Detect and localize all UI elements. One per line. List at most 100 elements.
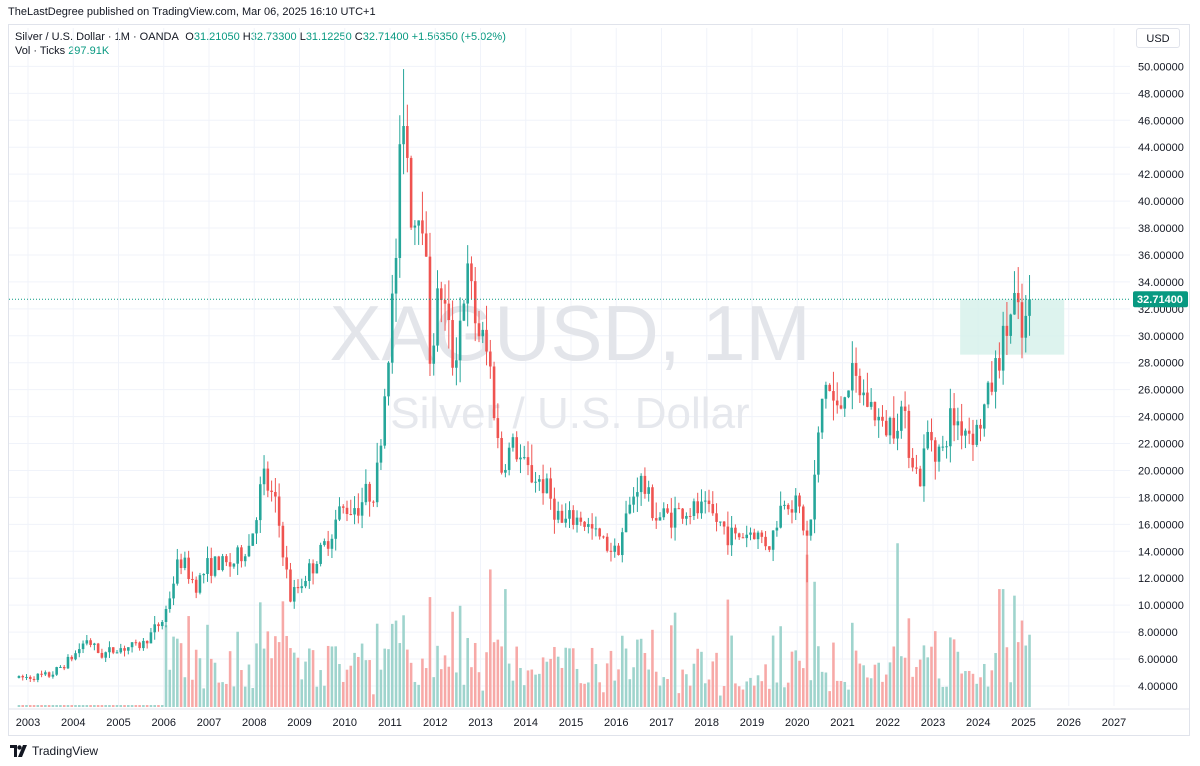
candle — [62, 665, 66, 671]
candle — [225, 553, 228, 567]
candle — [1020, 283, 1024, 359]
candle-body — [421, 220, 424, 234]
candle-body — [688, 515, 692, 517]
candle — [553, 487, 556, 534]
candle — [349, 499, 353, 516]
volume-bar — [522, 685, 526, 707]
volume-bar — [752, 685, 756, 707]
volume-bar — [636, 639, 639, 707]
candle-body — [553, 498, 556, 520]
candle-body — [575, 517, 579, 525]
candle — [25, 674, 28, 681]
candle-body — [541, 479, 545, 494]
candle-body — [982, 404, 986, 429]
candle-body — [590, 524, 594, 529]
y-tick-label: 8.00000 — [1138, 627, 1178, 639]
candle-body — [647, 487, 650, 494]
candle-body — [605, 536, 609, 551]
candle-body — [492, 366, 496, 419]
volume-bar — [982, 663, 986, 707]
candle-body — [651, 487, 654, 519]
y-tick-label: 10.00000 — [1138, 600, 1184, 612]
candle — [262, 455, 266, 496]
legend-high-label: H — [242, 31, 251, 43]
candle — [40, 670, 43, 678]
candle-body — [32, 678, 36, 680]
candle — [100, 648, 104, 659]
volume-bar — [387, 649, 390, 707]
candle — [51, 671, 55, 679]
candle — [296, 579, 300, 594]
volume-bar — [360, 643, 364, 707]
candle — [862, 379, 865, 406]
volume-bar — [149, 705, 153, 707]
candle — [587, 517, 590, 534]
candle — [783, 500, 786, 510]
candle — [59, 665, 62, 668]
volume-bar — [17, 705, 21, 707]
volume-bar — [903, 657, 907, 707]
volume-bar — [745, 681, 749, 707]
volume-bar — [881, 681, 884, 707]
candle — [752, 528, 756, 540]
candle-body — [752, 532, 756, 540]
volume-bar — [801, 668, 805, 707]
volume-bar — [172, 636, 175, 707]
volume-bar — [368, 660, 371, 707]
candle-body — [198, 575, 202, 593]
candle — [104, 651, 107, 663]
volume-bar — [809, 680, 813, 707]
candle-body — [711, 504, 715, 514]
legend-symbol[interactable]: Silver / U.S. Dollar · 1M · OANDA — [15, 31, 179, 43]
volume-bar — [820, 671, 824, 707]
candle-body — [764, 536, 767, 547]
x-tick-label: 2024 — [966, 717, 990, 729]
volume-bar — [832, 642, 835, 707]
volume-bar — [202, 688, 206, 707]
candle — [115, 649, 119, 654]
candle — [198, 572, 202, 595]
candle — [613, 538, 617, 558]
candle-body — [104, 652, 107, 658]
candle-body — [828, 384, 831, 392]
candle — [473, 267, 477, 342]
candle — [134, 639, 138, 646]
x-tick-label: 2019 — [740, 717, 764, 729]
candle-body — [164, 609, 168, 623]
volume-bar — [583, 683, 586, 707]
volume-bar — [971, 673, 975, 707]
candle-body — [866, 392, 869, 407]
candle-body — [726, 526, 730, 546]
volume-bar — [168, 669, 172, 707]
volume-bar — [851, 622, 854, 707]
candle — [911, 448, 914, 472]
candle-body — [390, 293, 394, 363]
candle — [47, 671, 51, 679]
volume-bar — [277, 642, 281, 707]
candle-body — [119, 648, 123, 653]
y-tick-label: 38.00000 — [1138, 223, 1184, 235]
candle — [624, 500, 628, 533]
volume-bar — [990, 670, 994, 707]
candle — [719, 521, 722, 527]
candle — [715, 503, 718, 532]
candle — [194, 576, 198, 599]
volume-bar — [217, 682, 221, 707]
volume-bar — [338, 664, 341, 707]
volume-bar — [500, 646, 503, 707]
x-tick-label: 2025 — [1011, 717, 1035, 729]
candle-body — [89, 640, 92, 645]
volume-bar — [911, 676, 914, 707]
volume-bar — [900, 656, 903, 707]
volume-bar — [138, 705, 141, 707]
candle-body — [372, 501, 375, 503]
currency-button[interactable]: USD — [1136, 28, 1180, 48]
candle — [390, 274, 394, 374]
candle-body — [715, 513, 718, 522]
volume-bar — [255, 643, 258, 707]
volume-bar — [530, 669, 534, 707]
volume-bar — [379, 669, 383, 707]
volume-bar — [587, 682, 590, 707]
volume-bar — [862, 665, 865, 707]
